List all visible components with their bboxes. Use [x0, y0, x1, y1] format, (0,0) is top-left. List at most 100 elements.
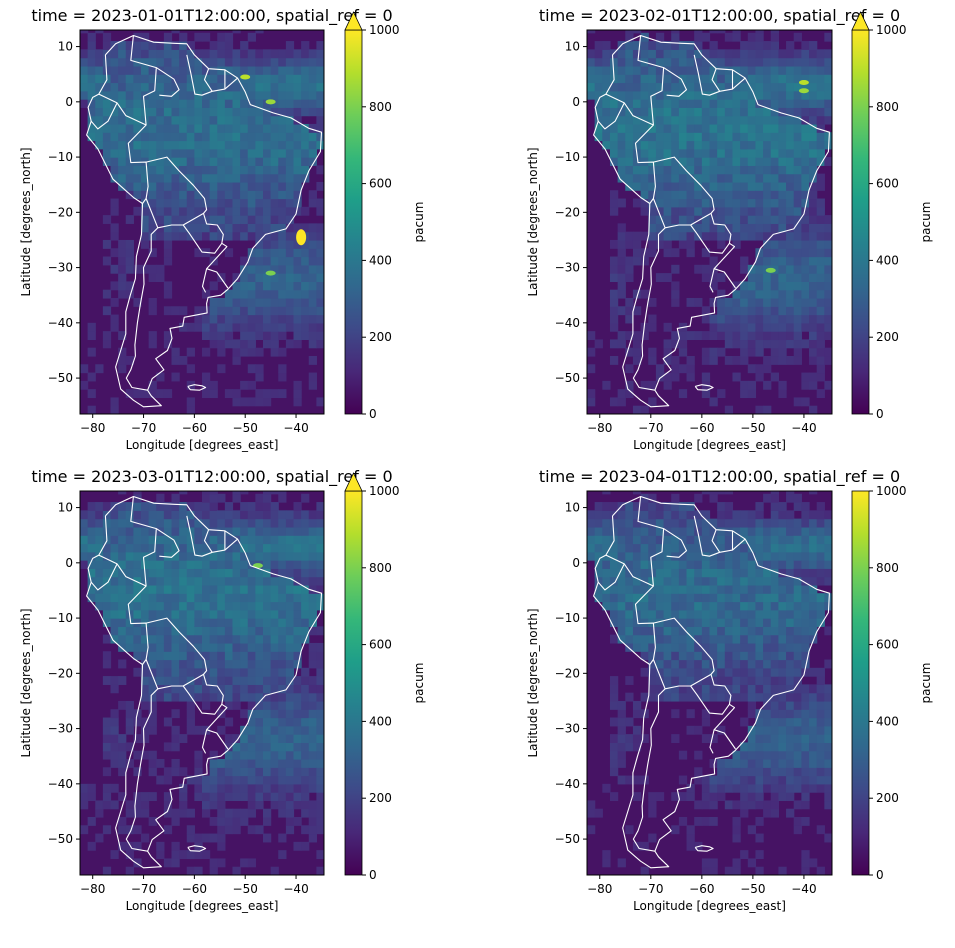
heatmap-cell — [148, 264, 157, 274]
heatmap-cell — [671, 123, 680, 133]
panel-title: time = 2023-01-01T12:00:00, spatial_ref … — [31, 6, 392, 26]
heatmap-cell — [747, 783, 757, 793]
heatmap-cell — [617, 742, 626, 752]
border-line — [90, 102, 118, 130]
heatmap-cell — [686, 560, 695, 569]
heatmap-cell — [125, 742, 134, 752]
heatmap-cell — [755, 297, 764, 307]
heatmap-cell — [141, 82, 150, 92]
heatmap-cell — [609, 90, 619, 100]
heatmap-cell — [156, 123, 165, 133]
heatmap-cell — [755, 767, 764, 777]
heatmap-cell — [293, 518, 302, 528]
heatmap-cell — [793, 123, 802, 133]
heatmap-cell — [732, 65, 741, 75]
heatmap-cell — [793, 493, 802, 503]
heatmap-cell — [786, 90, 795, 100]
heatmap-cell — [678, 642, 688, 652]
heatmap-cell — [732, 74, 741, 84]
heatmap-cell — [824, 767, 832, 777]
heatmap-cell — [270, 148, 279, 158]
x-axis-label: Longitude [degrees_east] — [633, 899, 786, 913]
heatmap-cell — [747, 609, 757, 619]
heatmap-cell — [163, 584, 173, 594]
heatmap-cell — [263, 223, 272, 233]
heatmap-cell — [617, 510, 626, 520]
heatmap-cell — [609, 601, 619, 611]
heatmap-cell — [202, 493, 211, 503]
heatmap-cell — [816, 231, 825, 241]
heatmap-cell — [110, 750, 119, 760]
heatmap-cell — [247, 99, 256, 108]
heatmap-cell — [686, 618, 695, 627]
heatmap-cell — [655, 634, 665, 644]
heatmap-cell — [701, 634, 711, 644]
heatmap-cell — [801, 289, 810, 299]
heatmap-cell — [255, 256, 264, 266]
heatmap-cell — [786, 355, 795, 365]
heatmap-cell — [678, 535, 688, 545]
heatmap-cell — [316, 584, 324, 594]
heatmap-cell — [763, 256, 772, 266]
heatmap-cell — [686, 526, 695, 536]
heatmap-cell — [95, 510, 104, 520]
heatmap-cell — [770, 758, 780, 768]
heatmap-cell — [255, 198, 264, 208]
heatmap-cell — [632, 90, 642, 100]
heatmap-cell — [786, 593, 795, 603]
heatmap-cell — [202, 684, 211, 694]
heatmap-cell — [186, 107, 195, 117]
heatmap-cell — [686, 215, 695, 224]
heatmap-cell — [202, 634, 211, 644]
heatmap-cell — [186, 684, 195, 694]
heatmap-cell — [709, 115, 718, 125]
heatmap-cell — [747, 140, 757, 150]
heatmap-cell — [202, 223, 211, 233]
heatmap-cell — [278, 148, 287, 158]
heatmap-cell — [809, 593, 818, 603]
heatmap-cell — [625, 389, 634, 399]
heatmap-cell — [156, 584, 165, 594]
heatmap-cell — [816, 783, 825, 793]
heatmap-cell — [694, 593, 703, 603]
heatmap-cell — [755, 717, 764, 727]
heatmap-cell — [186, 808, 195, 818]
heatmap-cell — [278, 709, 287, 719]
heatmap-cell — [133, 41, 142, 50]
heatmap-cell — [186, 190, 195, 200]
heatmap-cell — [186, 676, 195, 685]
border-line — [711, 529, 721, 553]
heatmap-cell — [80, 30, 89, 34]
heatmap-cell — [285, 518, 295, 528]
heatmap-cell — [770, 659, 780, 669]
heatmap-cell — [640, 601, 649, 611]
heatmap-cell — [308, 560, 317, 569]
heatmap-cell — [801, 148, 810, 158]
heatmap-cell — [209, 215, 218, 224]
heatmap-cell — [118, 535, 127, 545]
heatmap-cell — [186, 322, 195, 332]
heatmap-cell — [270, 231, 279, 241]
heatmap-cell — [308, 322, 317, 332]
heatmap-cell — [240, 684, 249, 694]
heatmap-cell — [316, 502, 324, 511]
heatmap-cell — [217, 808, 226, 818]
heatmap-cell — [816, 355, 825, 365]
heatmap-cell — [678, 107, 688, 117]
heatmap-cell — [224, 140, 234, 150]
heatmap-cell — [732, 132, 741, 142]
heatmap-cell — [655, 535, 665, 545]
heatmap-cell — [301, 626, 310, 636]
heatmap-cell — [786, 493, 795, 503]
heatmap-cell — [270, 717, 279, 727]
heatmap-cell — [293, 618, 302, 627]
border-line — [203, 68, 213, 92]
heatmap-cell — [163, 190, 173, 200]
heatmap-cell — [602, 593, 611, 603]
heatmap-cell — [308, 775, 317, 785]
heatmap-cell — [110, 526, 119, 536]
heatmap-cell — [179, 41, 188, 50]
heatmap-cell — [770, 181, 780, 191]
heatmap-cell — [263, 725, 272, 735]
heatmap-cell — [770, 157, 780, 166]
